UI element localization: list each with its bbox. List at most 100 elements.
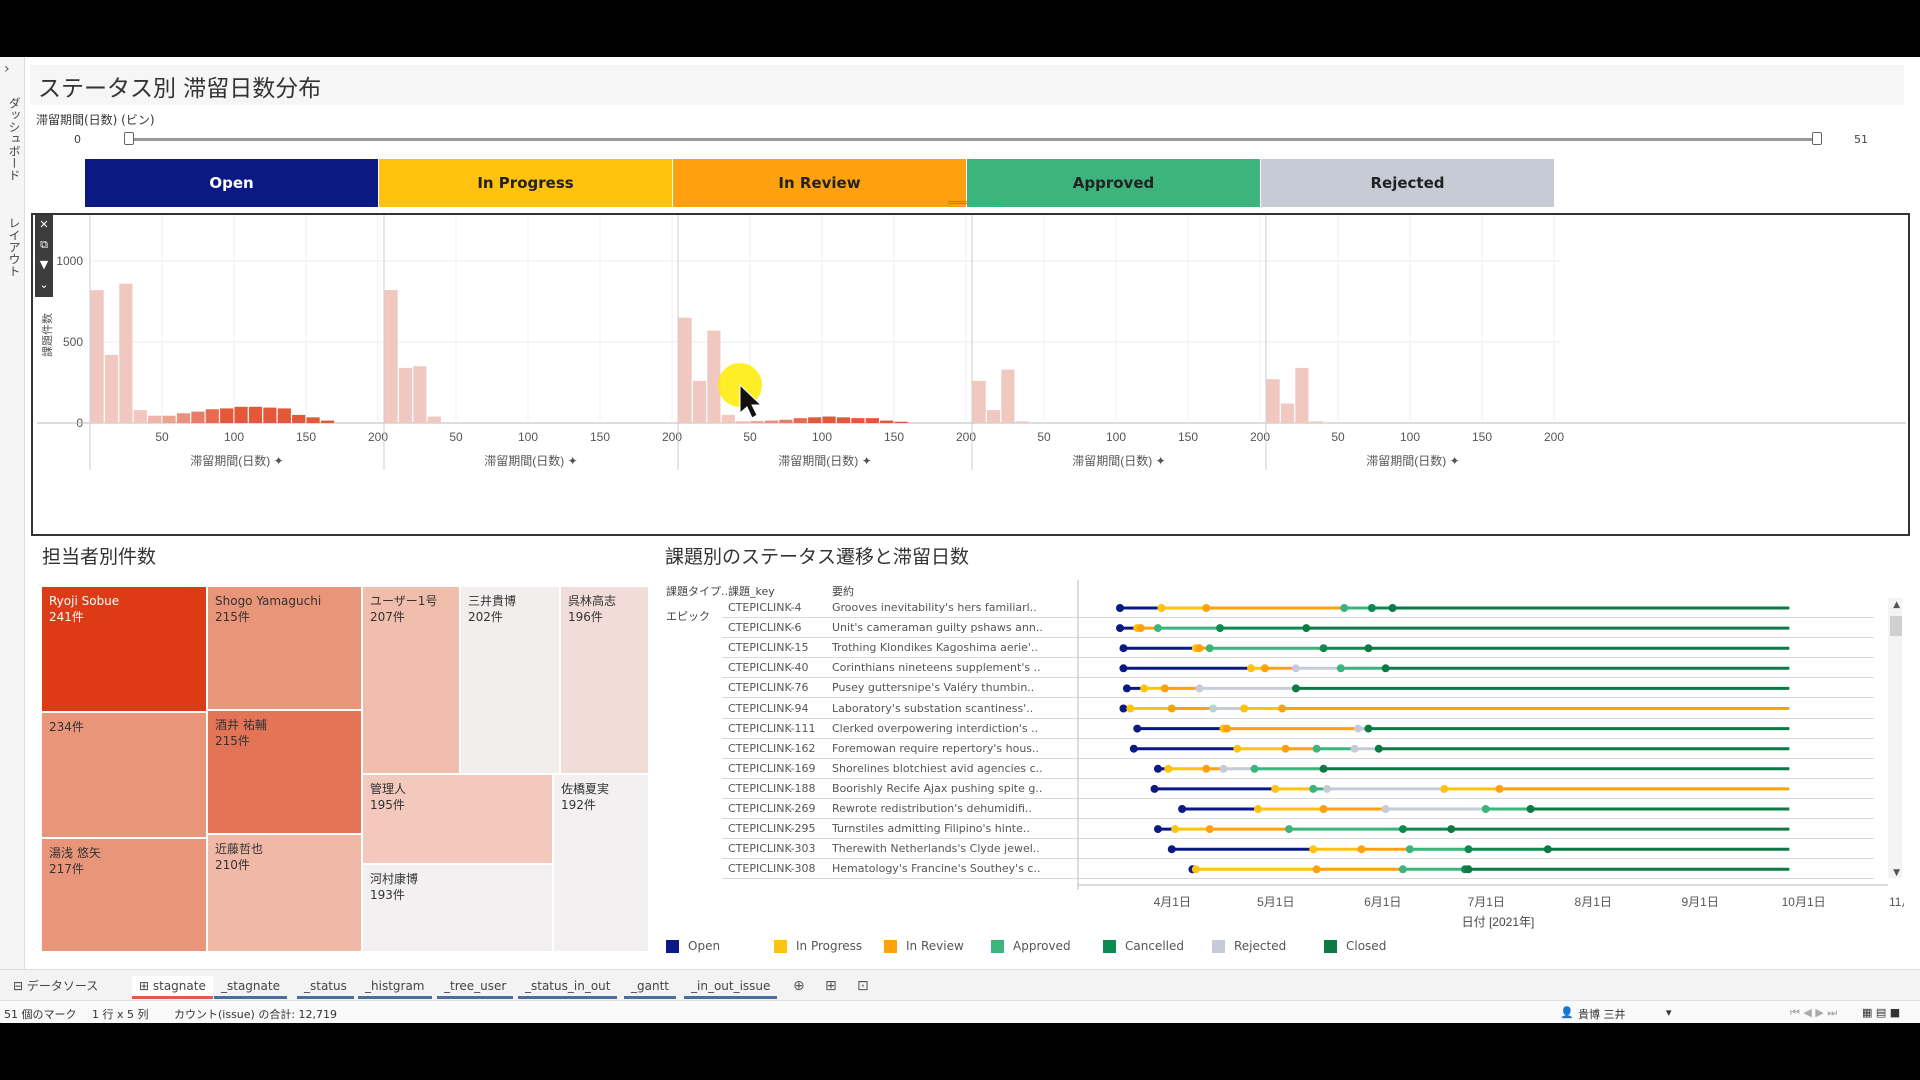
status-point[interactable] bbox=[1164, 764, 1173, 773]
user-dropdown-icon[interactable]: ▾ bbox=[1666, 1006, 1672, 1019]
status-point[interactable] bbox=[1319, 805, 1328, 813]
status-point[interactable] bbox=[1481, 805, 1490, 813]
status-point[interactable] bbox=[1354, 724, 1363, 733]
treemap-cell[interactable]: 湯浅 悠矢 217件 bbox=[41, 838, 207, 952]
sheet-tab[interactable]: _in_out_issue bbox=[684, 976, 778, 999]
status-point[interactable] bbox=[1312, 865, 1321, 874]
table-row[interactable]: CTEPICLINK-6 Unit's cameraman guilty psha… bbox=[660, 618, 1890, 639]
legend-item[interactable]: Rejected bbox=[1212, 937, 1286, 955]
histogram-bar[interactable] bbox=[1309, 421, 1323, 423]
histogram-bar[interactable] bbox=[851, 418, 865, 423]
range-slider-track[interactable] bbox=[128, 138, 1816, 141]
histogram-bar[interactable] bbox=[320, 420, 335, 423]
histogram-bar[interactable] bbox=[736, 421, 750, 423]
status-point[interactable] bbox=[1140, 684, 1149, 693]
histogram-bar[interactable] bbox=[90, 290, 104, 423]
status-point[interactable] bbox=[1464, 865, 1473, 874]
histogram-bar[interactable] bbox=[133, 410, 147, 423]
histogram-bar[interactable] bbox=[1295, 367, 1309, 423]
status-point[interactable] bbox=[1116, 604, 1124, 612]
legend-item[interactable]: Cancelled bbox=[1103, 937, 1184, 955]
status-point[interactable] bbox=[1119, 704, 1128, 713]
new-story-icon[interactable]: ⊡ bbox=[857, 978, 869, 994]
histogram-bar[interactable] bbox=[986, 410, 1001, 423]
status-point[interactable] bbox=[1153, 764, 1162, 773]
sheet-tab[interactable]: _tree_user bbox=[437, 976, 514, 999]
status-point[interactable] bbox=[1209, 704, 1218, 713]
status-point[interactable] bbox=[1364, 724, 1373, 733]
status-point[interactable] bbox=[1336, 664, 1345, 673]
legend-item[interactable]: Open bbox=[666, 937, 720, 955]
filter-icon[interactable]: ▼ bbox=[39, 258, 49, 271]
histogram-bar[interactable] bbox=[764, 420, 779, 423]
histogram-bar[interactable] bbox=[678, 317, 692, 423]
col-header-type[interactable]: 課題タイプ.. bbox=[666, 585, 728, 598]
status-point[interactable] bbox=[1350, 744, 1359, 753]
histogram-bar[interactable] bbox=[306, 417, 320, 423]
status-point[interactable] bbox=[1205, 644, 1214, 653]
status-point[interactable] bbox=[1464, 845, 1473, 854]
histogram-bar[interactable] bbox=[721, 414, 735, 423]
histogram-bar[interactable] bbox=[119, 283, 133, 423]
sheet-tab[interactable]: _stagnate bbox=[214, 976, 287, 999]
status-point[interactable] bbox=[1205, 825, 1214, 834]
status-point[interactable] bbox=[1222, 724, 1231, 733]
status-header-open[interactable]: Open bbox=[85, 159, 379, 207]
status-point[interactable] bbox=[1398, 865, 1407, 874]
status-point[interactable] bbox=[1312, 744, 1321, 753]
status-point[interactable] bbox=[1319, 644, 1328, 653]
histogram-bar[interactable] bbox=[692, 380, 707, 423]
histogram-bar[interactable] bbox=[1280, 403, 1295, 423]
user-name[interactable]: 貴博 三井 bbox=[1578, 1008, 1626, 1021]
status-point[interactable] bbox=[1285, 825, 1294, 834]
histogram-bar[interactable] bbox=[427, 416, 441, 423]
table-row[interactable]: CTEPICLINK-295 Turnstiles admitting Filip… bbox=[660, 819, 1890, 840]
slider-min-handle[interactable] bbox=[124, 132, 134, 145]
status-point[interactable] bbox=[1202, 764, 1211, 773]
histogram-bar[interactable] bbox=[162, 415, 176, 423]
histogram-bar[interactable] bbox=[191, 411, 205, 423]
table-row[interactable]: CTEPICLINK-40 Corinthians nineteens suppl… bbox=[660, 658, 1890, 679]
status-point[interactable] bbox=[1247, 664, 1256, 673]
col-header-summary[interactable]: 要約 bbox=[832, 585, 854, 598]
chevron-right-icon[interactable]: › bbox=[4, 61, 10, 77]
drag-grip-icon[interactable] bbox=[948, 201, 996, 214]
table-row[interactable]: CTEPICLINK-269 Rewrote redistribution's d… bbox=[660, 799, 1890, 819]
status-point[interactable] bbox=[1195, 684, 1204, 693]
table-row[interactable]: CTEPICLINK-303 Therewith Netherlands's Cl… bbox=[660, 839, 1890, 860]
sheet-tab[interactable]: _gantt bbox=[624, 976, 676, 999]
status-point[interactable] bbox=[1167, 704, 1176, 713]
treemap-cell[interactable]: 河村康博 193件 bbox=[362, 864, 553, 952]
histogram-bar[interactable] bbox=[292, 414, 306, 423]
sheet-tab[interactable]: _status bbox=[297, 976, 354, 999]
status-point[interactable] bbox=[1167, 845, 1176, 854]
status-point[interactable] bbox=[1367, 604, 1376, 612]
status-point[interactable] bbox=[1233, 744, 1242, 753]
scroll-down-icon[interactable]: ▼ bbox=[1893, 868, 1900, 878]
histogram-bar[interactable] bbox=[277, 408, 291, 423]
table-row[interactable]: CTEPICLINK-169 Shorelines blotchiest avid… bbox=[660, 759, 1890, 779]
status-point[interactable] bbox=[1323, 784, 1331, 793]
status-point[interactable] bbox=[1160, 684, 1169, 693]
status-header-in-review[interactable]: In Review bbox=[673, 159, 967, 207]
histogram-bar[interactable] bbox=[398, 367, 413, 423]
col-header-key[interactable]: 課題_key bbox=[728, 585, 775, 598]
table-row[interactable]: CTEPICLINK-188 Boorishly Recife Ajax push… bbox=[660, 779, 1890, 799]
status-point[interactable] bbox=[1291, 684, 1300, 693]
status-point[interactable] bbox=[1254, 805, 1262, 813]
status-point[interactable] bbox=[1405, 845, 1414, 854]
status-point[interactable] bbox=[1216, 624, 1225, 633]
histogram-bar[interactable] bbox=[234, 406, 248, 423]
histogram-bar[interactable] bbox=[1001, 369, 1015, 423]
status-point[interactable] bbox=[1195, 644, 1204, 653]
status-point[interactable] bbox=[1153, 624, 1162, 633]
treemap-cell[interactable]: 呉林高志 196件 bbox=[560, 586, 649, 774]
legend-item[interactable]: Approved bbox=[991, 937, 1071, 955]
status-point[interactable] bbox=[1398, 825, 1407, 834]
status-point[interactable] bbox=[1302, 624, 1311, 633]
scroll-thumb[interactable] bbox=[1890, 616, 1902, 636]
treemap-cell[interactable]: ユーザー1号 207件 bbox=[362, 586, 460, 774]
sheet-tab[interactable]: _histgram bbox=[358, 976, 432, 999]
table-row[interactable]: CTEPICLINK-162 Foremowan require repertor… bbox=[660, 739, 1890, 759]
status-header-rejected[interactable]: Rejected bbox=[1261, 159, 1555, 207]
